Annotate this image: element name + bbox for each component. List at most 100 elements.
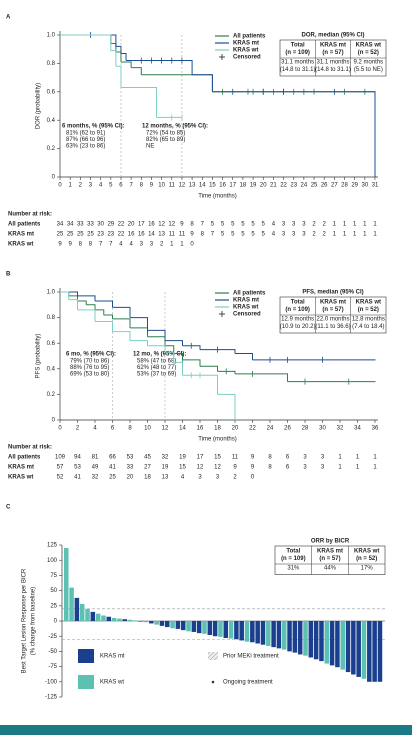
km-step: [130, 317, 148, 331]
km-step: [130, 340, 148, 346]
risk-value: 3: [150, 242, 154, 248]
risk-value: 52: [57, 475, 64, 481]
table-head: (n = 52): [358, 307, 379, 313]
risk-value: 23: [107, 232, 114, 238]
risk-value: 12: [158, 222, 165, 228]
table-cell: 12.8 months: [352, 317, 385, 323]
x-tick-label: 31: [372, 183, 379, 189]
risk-value: 1: [170, 242, 174, 248]
y-tick-label: -25: [48, 634, 57, 640]
risk-value: 2: [323, 232, 327, 238]
y-tick-label: 1.0: [47, 33, 56, 39]
risk-value: 1: [356, 465, 360, 471]
legend-label: KRAS wt: [233, 305, 258, 311]
bar: [212, 621, 218, 637]
bar: [111, 617, 117, 621]
bar: [186, 621, 191, 632]
risk-value: 7: [201, 222, 205, 228]
risk-value: 109: [55, 455, 66, 461]
risk-value: 33: [87, 222, 94, 228]
risk-value: 17: [197, 455, 204, 461]
x-tick-label: 19: [250, 183, 257, 189]
y-tick-label: 0.8: [47, 61, 56, 67]
km-step: [192, 74, 213, 92]
bar: [319, 621, 324, 662]
risk-value: 5: [262, 232, 266, 238]
table-head: (n = 52): [356, 556, 377, 562]
x-tick-label: 0: [58, 426, 62, 432]
landmark-title: 12 months, % (95% CI):: [142, 124, 208, 130]
risk-value: 8: [79, 242, 83, 248]
risk-value: 9: [251, 465, 255, 471]
risk-value: 1: [353, 232, 357, 238]
bar: [271, 621, 276, 648]
table-head: Total: [291, 43, 305, 49]
km-step: [120, 61, 132, 68]
km-step: [182, 374, 218, 395]
risk-value: 13: [162, 475, 169, 481]
table-head: KRAS wt: [356, 43, 381, 49]
risk-value: 25: [67, 232, 74, 238]
bar: [372, 621, 377, 682]
bar: [207, 621, 213, 635]
bar: [218, 621, 223, 637]
landmark-value: 81% (62 to 91): [66, 131, 105, 137]
km-step: [200, 365, 218, 372]
risk-value: 1: [373, 222, 377, 228]
y-tick-label: 0.6: [47, 341, 56, 347]
x-tick-label: 10: [144, 426, 151, 432]
y-tick-label: -100: [45, 679, 58, 685]
x-tick-label: 16: [197, 426, 204, 432]
risk-value: 53: [74, 465, 81, 471]
y-tick-label: 50: [50, 588, 57, 594]
km-step: [165, 345, 175, 354]
risk-value: 13: [158, 232, 165, 238]
bar: [377, 621, 383, 682]
risk-value: 3: [302, 222, 306, 228]
x-tick-label: 9: [150, 183, 154, 189]
bar: [313, 621, 319, 660]
risk-value: 30: [97, 222, 104, 228]
risk-row-label: All patients: [8, 222, 41, 228]
y-tick-label: 25: [50, 603, 57, 609]
bar: [239, 621, 244, 641]
y-tick-label: 0: [54, 619, 58, 625]
risk-value: 4: [272, 222, 276, 228]
risk-value: 25: [87, 232, 94, 238]
risk-value: 3: [321, 465, 325, 471]
risk-value: 9: [233, 465, 237, 471]
risk-value: 4: [272, 232, 276, 238]
risk-value: 1: [338, 465, 342, 471]
bar: [228, 621, 234, 639]
legend-label: Prior MEKi treatment: [223, 654, 279, 660]
risk-value: 29: [107, 222, 114, 228]
landmark-value: 69% (53 to 80): [70, 372, 109, 378]
risk-value: 1: [363, 222, 367, 228]
table-head: (n = 52): [358, 50, 379, 56]
risk-value: 34: [57, 222, 64, 228]
x-tick-label: 32: [337, 426, 344, 432]
panel-letter: B: [6, 272, 11, 278]
bar: [367, 621, 372, 682]
risk-value: 2: [312, 232, 316, 238]
risk-value: 41: [74, 475, 81, 481]
risk-value: 3: [321, 455, 325, 461]
risk-value: 1: [356, 455, 360, 461]
risk-value: 22: [118, 232, 125, 238]
x-tick-label: 0: [58, 183, 62, 189]
km-step: [68, 299, 78, 310]
risk-value: 66: [109, 455, 116, 461]
risk-value: 9: [58, 242, 62, 248]
x-tick-label: 20: [232, 426, 239, 432]
bar: [340, 621, 345, 670]
landmark-title: 12 mo, % (95% CI):: [133, 352, 186, 358]
km-step: [77, 300, 87, 305]
x-tick-label: 17: [229, 183, 236, 189]
km-step: [60, 291, 70, 296]
x-tick-label: 4: [99, 183, 103, 189]
risk-value: 8: [89, 242, 93, 248]
risk-value: 3: [198, 475, 202, 481]
x-tick-label: 27: [331, 183, 338, 189]
risk-value: 9: [190, 232, 194, 238]
